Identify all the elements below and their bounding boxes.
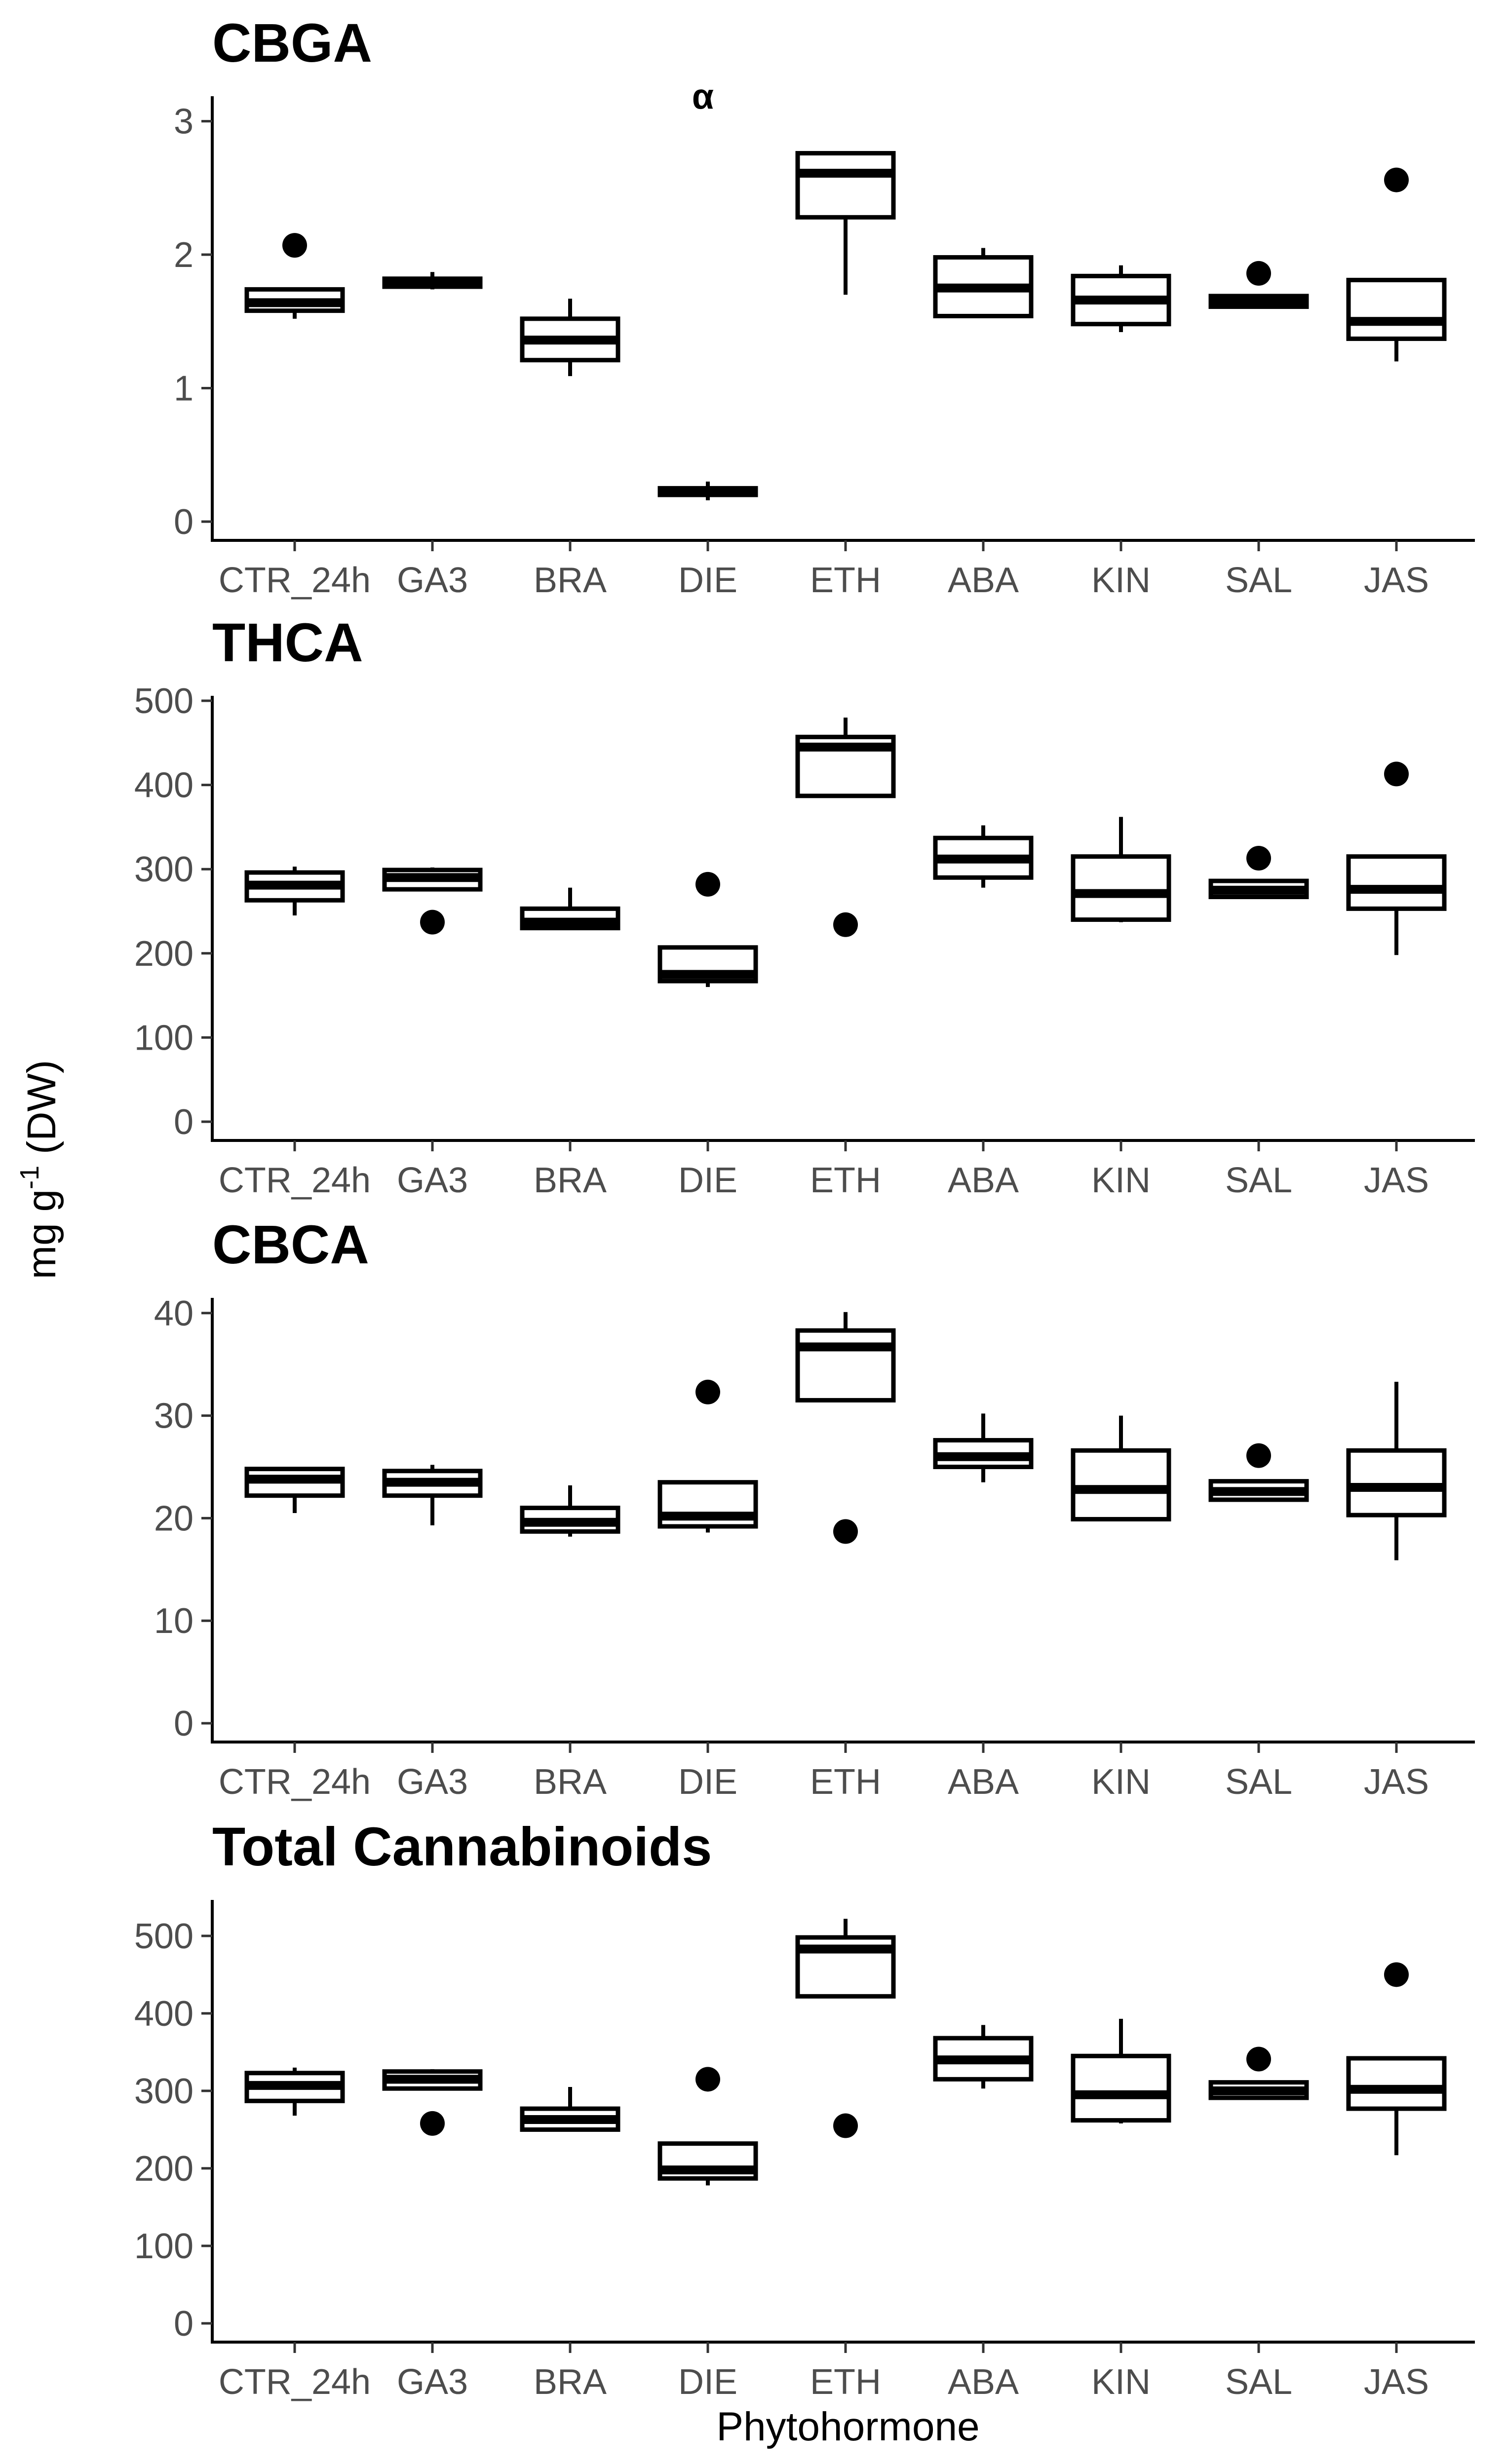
y-tick-label: 100	[134, 1018, 193, 1058]
y-tick-label: 300	[134, 2072, 193, 2111]
panels-container: CBGA 0 1 2 3 CTR_24h GA3 BRA DIE ETH ABA KIN SAL JAS α…	[134, 13, 1475, 2402]
panel-title: CBGA	[212, 13, 372, 74]
x-tick-label: SAL	[1225, 561, 1292, 600]
box-iqr	[795, 151, 896, 220]
y-tick-label: 0	[174, 502, 193, 542]
y-tick-label: 1	[174, 369, 193, 409]
x-tick-label: JAS	[1364, 2362, 1429, 2402]
x-tick-label: BRA	[534, 2362, 607, 2402]
outlier-point	[1246, 261, 1271, 286]
outlier-point	[1384, 1962, 1409, 1987]
x-tick-label: KIN	[1091, 2362, 1151, 2402]
x-tick-label: KIN	[1091, 561, 1151, 600]
outlier-point	[695, 872, 720, 897]
y-tick-label: 3	[174, 102, 193, 142]
y-tick-label: 400	[134, 766, 193, 805]
y-tick-label: 30	[154, 1397, 193, 1436]
y-tick-label: 20	[154, 1499, 193, 1538]
panel-3: Total Cannabinoids 0 100 200 300 400 500 CTR_24…	[134, 1817, 1475, 2402]
x-tick-label: KIN	[1091, 1161, 1151, 1200]
panel-2: CBCA 0 10 20 30 40 CTR_24h GA3 BRA DIE ETH ABA KIN SA…	[154, 1214, 1475, 1802]
x-tick-label: ETH	[810, 2362, 881, 2402]
x-tick-label: SAL	[1225, 1161, 1292, 1200]
outlier-point	[833, 912, 858, 937]
y-tick-label: 0	[174, 1704, 193, 1744]
y-tick-label: 400	[134, 1994, 193, 2034]
x-tick-label: DIE	[678, 561, 737, 600]
panel-0: CBGA 0 1 2 3 CTR_24h GA3 BRA DIE ETH ABA KIN SAL JAS α	[174, 13, 1475, 600]
x-tick-label: ABA	[948, 1161, 1019, 1200]
y-axis-title: mg g-1 (DW)	[15, 1060, 64, 1279]
y-tick-label: 0	[174, 1102, 193, 1142]
x-tick-label: ETH	[810, 1161, 881, 1200]
y-tick-label: 500	[134, 682, 193, 721]
x-tick-label: JAS	[1364, 1161, 1429, 1200]
y-axis-title-tail: (DW)	[19, 1060, 64, 1166]
x-tick-label: CTR_24h	[219, 1762, 371, 1802]
x-tick-label: DIE	[678, 2362, 737, 2402]
x-tick-label: ABA	[948, 561, 1019, 600]
box-iqr	[1346, 1448, 1447, 1517]
y-tick-label: 200	[134, 2149, 193, 2189]
outlier-point	[1384, 761, 1409, 787]
x-tick-label: SAL	[1225, 1762, 1292, 1802]
y-tick-label: 40	[154, 1294, 193, 1333]
box-iqr	[1346, 2056, 1447, 2111]
outlier-point	[420, 910, 445, 935]
outlier-point	[282, 233, 307, 258]
x-tick-label: CTR_24h	[219, 2362, 371, 2402]
box-iqr	[1071, 1448, 1171, 1521]
box-iqr	[1071, 854, 1171, 922]
x-tick-label: CTR_24h	[219, 561, 371, 600]
outlier-point	[695, 1379, 720, 1404]
y-tick-label: 2	[174, 235, 193, 275]
y-axis-title-superscript: -1	[15, 1166, 44, 1189]
y-tick-label: 100	[134, 2227, 193, 2266]
x-tick-label: SAL	[1225, 2362, 1292, 2402]
outlier-point	[1246, 1443, 1271, 1468]
x-tick-label: GA3	[397, 1161, 468, 1200]
panel-title: Total Cannabinoids	[212, 1817, 712, 1877]
panel-title: THCA	[212, 612, 363, 673]
box-iqr	[1071, 2053, 1171, 2123]
outlier-point	[1246, 846, 1271, 871]
box-iqr	[1346, 277, 1447, 341]
outlier-point	[1246, 2047, 1271, 2072]
box-iqr	[795, 1328, 896, 1403]
panel-title: CBCA	[212, 1214, 369, 1275]
x-tick-label: BRA	[534, 1762, 607, 1802]
x-tick-label: CTR_24h	[219, 1161, 371, 1200]
x-tick-label: ETH	[810, 1762, 881, 1802]
y-tick-label: 0	[174, 2304, 193, 2344]
y-axis-title-main: mg g	[19, 1189, 64, 1279]
annotation-label: α	[692, 77, 714, 117]
outlier-point	[833, 1519, 858, 1544]
x-axis-title: Phytohormone	[716, 2404, 979, 2449]
x-tick-label: ETH	[810, 561, 881, 600]
outlier-point	[1384, 167, 1409, 192]
outlier-point	[420, 2111, 445, 2136]
box-iqr	[1346, 854, 1447, 911]
y-tick-label: 200	[134, 934, 193, 974]
x-tick-label: GA3	[397, 1762, 468, 1802]
x-tick-label: DIE	[678, 1762, 737, 1802]
x-tick-label: GA3	[397, 561, 468, 600]
outlier-point	[833, 2113, 858, 2138]
x-tick-label: ABA	[948, 1762, 1019, 1802]
x-tick-label: JAS	[1364, 561, 1429, 600]
x-tick-label: ABA	[948, 2362, 1019, 2402]
x-tick-label: BRA	[534, 1161, 607, 1200]
x-tick-label: GA3	[397, 2362, 468, 2402]
x-tick-label: KIN	[1091, 1762, 1151, 1802]
y-tick-label: 10	[154, 1601, 193, 1641]
x-tick-label: DIE	[678, 1161, 737, 1200]
y-tick-label: 300	[134, 850, 193, 889]
x-tick-label: JAS	[1364, 1762, 1429, 1802]
panel-1: THCA 0 100 200 300 400 500 CTR_24h GA3 BRA DIE ETH A…	[134, 612, 1475, 1200]
y-tick-label: 500	[134, 1917, 193, 1956]
x-tick-label: BRA	[534, 561, 607, 600]
outlier-point	[695, 2067, 720, 2092]
